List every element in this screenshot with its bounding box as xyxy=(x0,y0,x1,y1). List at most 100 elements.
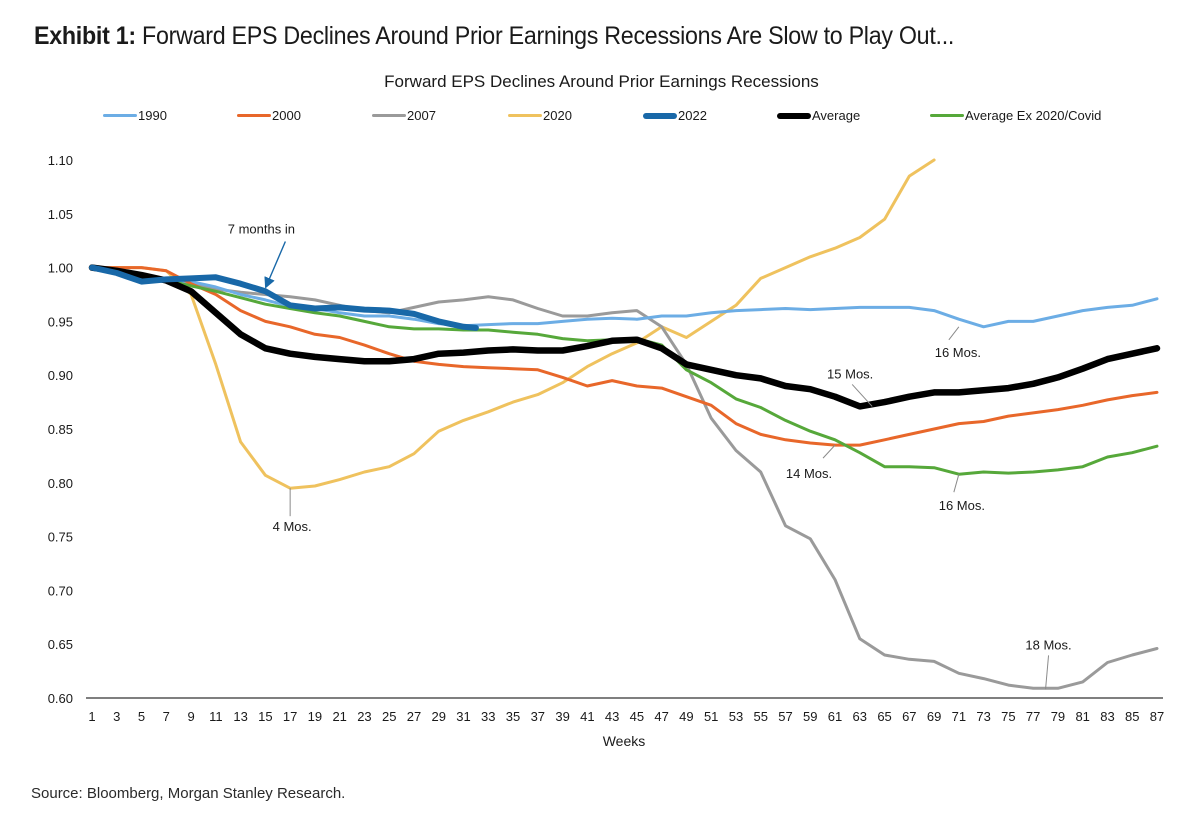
legend-swatch-1990 xyxy=(103,114,137,117)
x-tick-label: 73 xyxy=(976,709,990,724)
x-tick-label: 57 xyxy=(778,709,792,724)
x-tick-label: 15 xyxy=(258,709,272,724)
legend-label-2000: 2000 xyxy=(272,108,301,123)
x-tick-label: 87 xyxy=(1150,709,1164,724)
legend-swatch-2000 xyxy=(237,114,271,117)
legend-swatch-2020 xyxy=(508,114,542,117)
series-line-2020 xyxy=(90,158,936,490)
x-tick-label: 21 xyxy=(332,709,346,724)
legend-label-2007: 2007 xyxy=(407,108,436,123)
annotation-leader xyxy=(948,326,960,341)
annotation-label: 18 Mos. xyxy=(1025,637,1071,652)
legend-swatch-2007 xyxy=(372,114,406,117)
legend-swatch-average-ex-covid xyxy=(930,114,964,117)
series-line-2007 xyxy=(90,266,1159,690)
x-tick-label: 79 xyxy=(1051,709,1065,724)
y-tick-label: 1.00 xyxy=(48,261,73,276)
x-tick-label: 71 xyxy=(952,709,966,724)
y-tick-label: 0.60 xyxy=(48,691,73,706)
legend-item-average: Average xyxy=(777,108,860,123)
annotation-leader xyxy=(822,444,836,459)
x-tick-label: 29 xyxy=(432,709,446,724)
x-tick-label: 49 xyxy=(679,709,693,724)
legend-item-average-ex-covid: Average Ex 2020/Covid xyxy=(930,108,1101,123)
x-tick-label: 33 xyxy=(481,709,495,724)
annotation-label: 7 months in xyxy=(228,222,295,237)
legend-item-2020: 2020 xyxy=(508,108,572,123)
x-tick-label: 25 xyxy=(382,709,396,724)
y-tick-label: 0.85 xyxy=(48,422,73,437)
annotation-label: 14 Mos. xyxy=(786,466,832,481)
chart-title: Forward EPS Declines Around Prior Earnin… xyxy=(384,72,819,91)
x-tick-label: 13 xyxy=(233,709,247,724)
x-tick-label: 75 xyxy=(1001,709,1015,724)
annotation-label: 16 Mos. xyxy=(939,498,985,513)
x-tick-label: 41 xyxy=(580,709,594,724)
legend-item-2000: 2000 xyxy=(237,108,301,123)
annotation-label: 4 Mos. xyxy=(273,519,312,534)
x-tick-label: 59 xyxy=(803,709,817,724)
x-axis: 1 3 5 7 9 11 13 15 17 19 21 23 25 27 29 31 33 35 37 39 41 43 4… xyxy=(88,709,1164,724)
x-tick-label: 43 xyxy=(605,709,619,724)
y-tick-label: 1.10 xyxy=(48,153,73,168)
x-tick-label: 81 xyxy=(1075,709,1089,724)
annotation-layer: 7 months in 4 Mos. 16 Mos. 15 Mos. 14 Mos. 16… xyxy=(228,222,1072,690)
annotation-label: 15 Mos. xyxy=(827,366,873,381)
x-tick-label: 9 xyxy=(187,709,194,724)
annotation-arrow xyxy=(264,241,287,289)
x-tick-label: 1 xyxy=(88,709,95,724)
x-tick-label: 83 xyxy=(1100,709,1114,724)
x-tick-label: 11 xyxy=(209,709,223,724)
legend-item-2022: 2022 xyxy=(643,108,707,123)
x-tick-label: 53 xyxy=(729,709,743,724)
y-tick-label: 0.90 xyxy=(48,368,73,383)
annotation-leader xyxy=(1045,655,1050,690)
x-tick-label: 85 xyxy=(1125,709,1139,724)
x-tick-label: 55 xyxy=(753,709,767,724)
x-tick-label: 19 xyxy=(308,709,322,724)
series-line-average-ex-2020-covid xyxy=(90,266,1159,476)
legend-label-average: Average xyxy=(812,108,861,123)
legend-label-2020: 2020 xyxy=(543,108,572,123)
x-tick-label: 3 xyxy=(113,709,120,724)
exhibit-label: Exhibit 1: xyxy=(34,22,136,50)
x-tick-label: 27 xyxy=(407,709,421,724)
x-tick-label: 67 xyxy=(902,709,916,724)
legend-label-2022: 2022 xyxy=(678,108,707,123)
x-tick-label: 17 xyxy=(283,709,297,724)
y-tick-label: 0.80 xyxy=(48,476,73,491)
x-tick-label: 31 xyxy=(456,709,470,724)
x-tick-label: 77 xyxy=(1026,709,1040,724)
annotation-label: 16 Mos. xyxy=(935,345,981,360)
series-layer xyxy=(88,158,1161,690)
y-tick-label: 0.65 xyxy=(48,637,73,652)
y-tick-label: 0.95 xyxy=(48,314,73,329)
x-tick-label: 23 xyxy=(357,709,371,724)
exhibit-title-text: Forward EPS Declines Around Prior Earnin… xyxy=(142,22,955,50)
x-tick-label: 35 xyxy=(506,709,520,724)
x-tick-label: 69 xyxy=(927,709,941,724)
series-line-2000 xyxy=(90,266,1159,447)
series-line-average xyxy=(88,264,1161,410)
x-tick-label: 39 xyxy=(555,709,569,724)
legend-label-average-ex-covid: Average Ex 2020/Covid xyxy=(965,108,1102,123)
source-note: Source: Bloomberg, Morgan Stanley Resear… xyxy=(31,785,346,802)
legend-item-2007: 2007 xyxy=(372,108,436,123)
x-tick-label: 63 xyxy=(853,709,867,724)
exhibit-title: Exhibit 1: Forward EPS Declines Around P… xyxy=(34,22,954,51)
x-tick-label: 61 xyxy=(828,709,842,724)
y-axis: 1.10 1.05 1.00 0.95 0.90 0.85 0.80 0.75 0.70 0.65… xyxy=(48,153,73,706)
legend-label-1990: 1990 xyxy=(138,108,167,123)
series-line-1990 xyxy=(90,266,1159,329)
x-tick-label: 47 xyxy=(654,709,668,724)
legend-swatch-average xyxy=(777,112,811,119)
x-axis-title: Weeks xyxy=(603,733,646,749)
series-line-2022 xyxy=(89,264,479,331)
y-tick-label: 0.70 xyxy=(48,583,73,598)
legend-swatch-2022 xyxy=(643,112,677,119)
x-tick-label: 7 xyxy=(163,709,170,724)
chart-legend: 1990 2000 2007 2020 2022 Average Average… xyxy=(0,108,1203,126)
x-tick-label: 65 xyxy=(877,709,891,724)
legend-item-1990: 1990 xyxy=(103,108,167,123)
